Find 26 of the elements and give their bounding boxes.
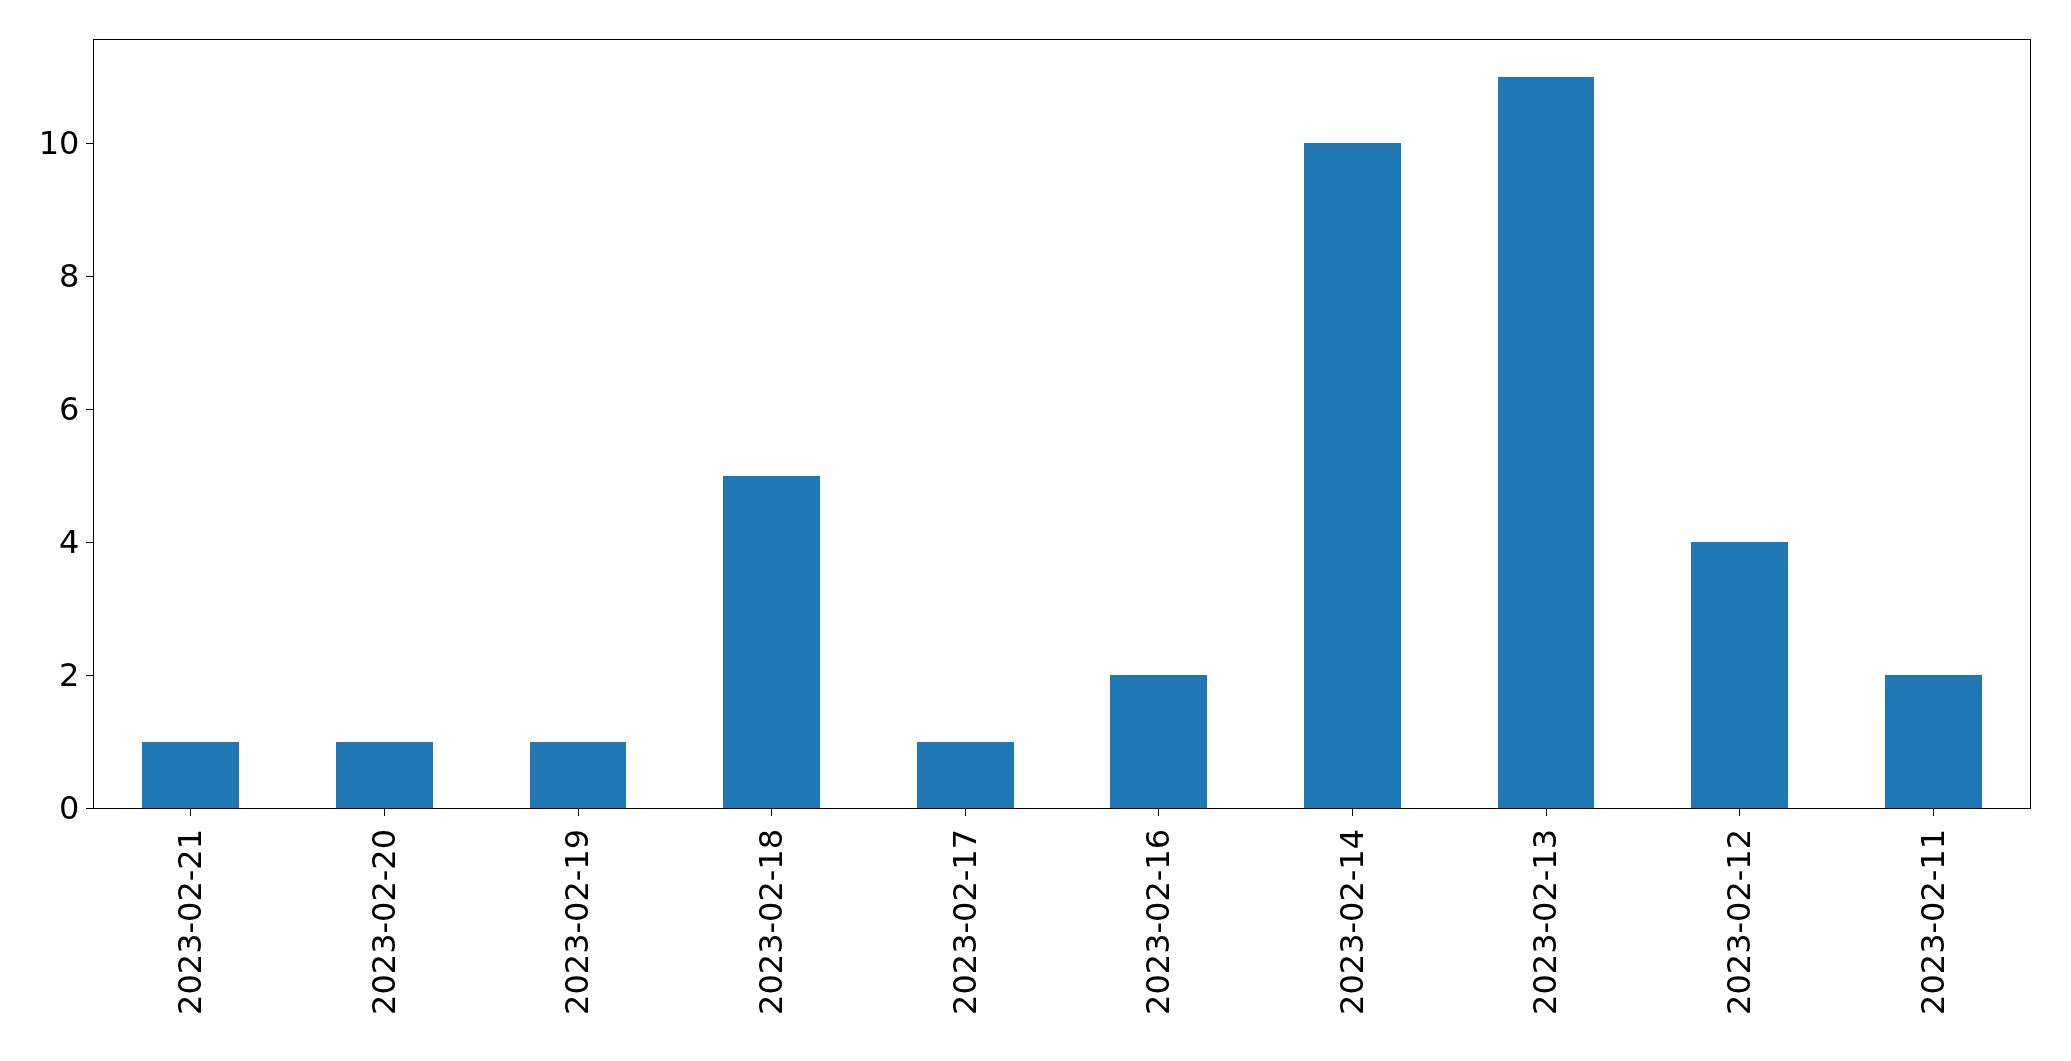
bar (142, 742, 239, 808)
bar (1304, 143, 1401, 808)
x-tick-label: 2023-02-14 (1332, 828, 1371, 1015)
x-tick-label: 2023-02-19 (558, 828, 597, 1015)
y-tick-label: 10 (38, 124, 80, 163)
bar (1691, 542, 1788, 808)
y-tick-label: 8 (59, 257, 80, 296)
x-tick-label: 2023-02-16 (1139, 828, 1178, 1015)
bar (336, 742, 433, 808)
x-tick-label: 2023-02-12 (1720, 828, 1758, 1015)
x-tick-label: 2023-02-13 (1526, 828, 1565, 1015)
x-tick-label: 2023-02-21 (171, 828, 210, 1015)
y-tick-label: 6 (59, 390, 80, 429)
y-tick-label: 0 (59, 789, 80, 828)
x-tick-label: 2023-02-11 (1913, 828, 1952, 1015)
bar (917, 742, 1014, 808)
bar (723, 476, 820, 808)
y-tick-label: 2 (59, 656, 80, 695)
bar (1110, 675, 1207, 808)
x-tick-label: 2023-02-17 (945, 828, 984, 1015)
y-tick-label: 4 (59, 523, 80, 562)
bar (1498, 77, 1594, 808)
bar (530, 742, 626, 808)
x-tick-label: 2023-02-18 (752, 828, 790, 1015)
bar (1885, 675, 1982, 808)
x-tick-label: 2023-02-20 (364, 828, 403, 1015)
